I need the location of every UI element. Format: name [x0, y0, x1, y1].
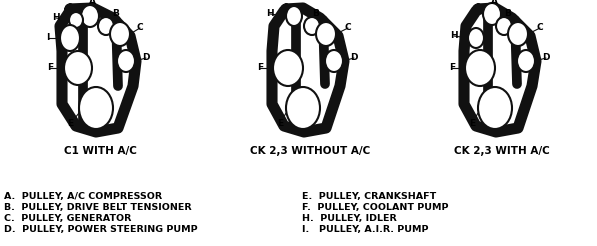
- Text: F: F: [257, 63, 263, 73]
- Text: C: C: [537, 24, 543, 32]
- Ellipse shape: [517, 50, 535, 72]
- Text: D: D: [542, 53, 550, 62]
- Ellipse shape: [110, 22, 130, 46]
- Text: D: D: [142, 53, 150, 62]
- Text: E: E: [67, 120, 73, 128]
- Text: H.  PULLEY, IDLER: H. PULLEY, IDLER: [302, 214, 397, 223]
- Ellipse shape: [286, 87, 320, 129]
- Text: F: F: [47, 63, 53, 73]
- Text: H: H: [266, 10, 274, 18]
- Ellipse shape: [79, 87, 113, 129]
- Ellipse shape: [465, 50, 495, 86]
- Ellipse shape: [81, 5, 99, 27]
- Text: A: A: [88, 0, 96, 6]
- Text: I.   PULLEY, A.I.R. PUMP: I. PULLEY, A.I.R. PUMP: [302, 225, 429, 234]
- Ellipse shape: [286, 6, 302, 26]
- Ellipse shape: [117, 50, 135, 72]
- Text: F.  PULLEY, COOLANT PUMP: F. PULLEY, COOLANT PUMP: [302, 203, 448, 212]
- Ellipse shape: [468, 28, 484, 48]
- Text: A.  PULLEY, A/C COMPRESSOR: A. PULLEY, A/C COMPRESSOR: [4, 192, 162, 201]
- Ellipse shape: [98, 17, 114, 35]
- Text: C: C: [344, 24, 351, 32]
- Text: E: E: [277, 120, 283, 128]
- Text: C: C: [137, 24, 143, 32]
- Text: H: H: [450, 31, 458, 41]
- Text: B: B: [504, 9, 512, 17]
- Ellipse shape: [316, 22, 336, 46]
- Text: A: A: [491, 0, 497, 6]
- Text: B: B: [113, 10, 119, 18]
- Ellipse shape: [64, 51, 92, 85]
- Text: H: H: [52, 14, 60, 22]
- Ellipse shape: [304, 17, 320, 35]
- Text: E.  PULLEY, CRANKSHAFT: E. PULLEY, CRANKSHAFT: [302, 192, 436, 201]
- Text: F: F: [449, 63, 455, 73]
- Ellipse shape: [69, 12, 83, 28]
- Text: C.  PULLEY, GENERATOR: C. PULLEY, GENERATOR: [4, 214, 131, 223]
- Ellipse shape: [325, 50, 343, 72]
- Text: D.  PULLEY, POWER STEERING PUMP: D. PULLEY, POWER STEERING PUMP: [4, 225, 198, 234]
- Text: D: D: [350, 53, 358, 62]
- Text: E: E: [469, 120, 475, 128]
- Text: B: B: [313, 9, 319, 17]
- Text: CK 2,3 WITH A/C: CK 2,3 WITH A/C: [454, 146, 550, 156]
- Ellipse shape: [273, 50, 303, 86]
- Text: B.  PULLEY, DRIVE BELT TENSIONER: B. PULLEY, DRIVE BELT TENSIONER: [4, 203, 192, 212]
- Text: CK 2,3 WITHOUT A/C: CK 2,3 WITHOUT A/C: [250, 146, 370, 156]
- Ellipse shape: [60, 25, 80, 51]
- Ellipse shape: [496, 17, 512, 35]
- Ellipse shape: [478, 87, 512, 129]
- Ellipse shape: [483, 3, 501, 25]
- Text: I: I: [47, 33, 50, 43]
- Ellipse shape: [508, 22, 528, 46]
- Text: C1 WITH A/C: C1 WITH A/C: [63, 146, 137, 156]
